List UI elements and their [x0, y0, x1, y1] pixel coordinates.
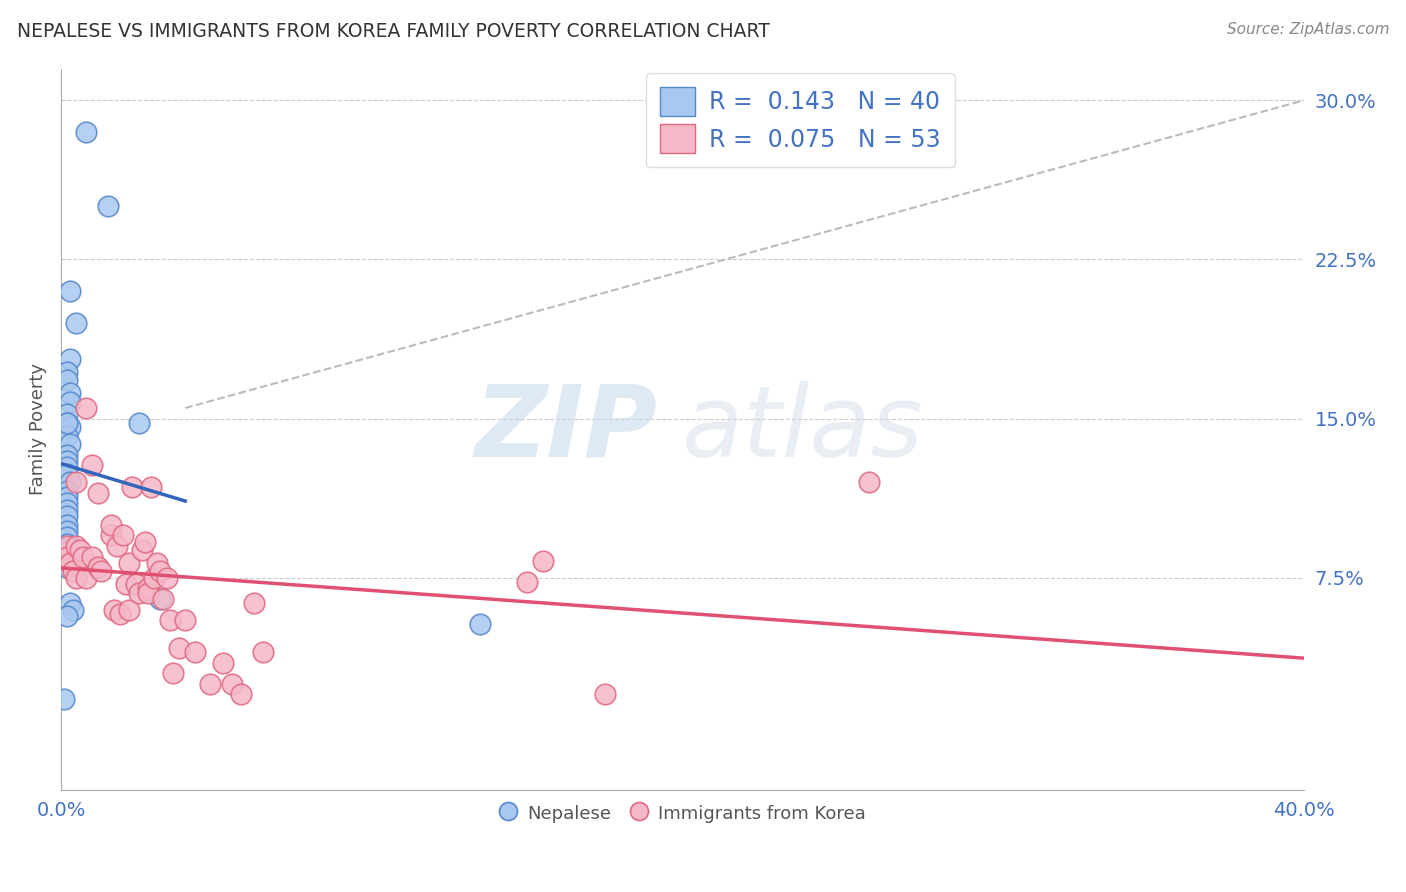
- Point: [152, 591, 174, 606]
- Point: [211, 656, 233, 670]
- Point: [69, 543, 91, 558]
- Point: [128, 416, 150, 430]
- Point: [56, 454, 79, 468]
- Point: [65, 475, 87, 490]
- Point: [56, 517, 79, 532]
- Point: [56, 609, 79, 624]
- Text: NEPALESE VS IMMIGRANTS FROM KOREA FAMILY POVERTY CORRELATION CHART: NEPALESE VS IMMIGRANTS FROM KOREA FAMILY…: [17, 22, 769, 41]
- Point: [56, 549, 79, 564]
- Point: [858, 475, 880, 490]
- Point: [65, 571, 87, 585]
- Point: [100, 528, 122, 542]
- Point: [146, 556, 169, 570]
- Point: [118, 602, 141, 616]
- Point: [56, 537, 79, 551]
- Point: [56, 483, 79, 498]
- Y-axis label: Family Poverty: Family Poverty: [30, 363, 46, 495]
- Point: [59, 352, 82, 367]
- Point: [65, 539, 87, 553]
- Point: [136, 582, 159, 596]
- Point: [252, 645, 274, 659]
- Point: [174, 613, 197, 627]
- Point: [100, 517, 122, 532]
- Point: [59, 394, 82, 409]
- Point: [96, 199, 118, 213]
- Point: [149, 565, 172, 579]
- Point: [112, 528, 135, 542]
- Point: [56, 503, 79, 517]
- Point: [56, 490, 79, 504]
- Point: [59, 556, 82, 570]
- Point: [75, 571, 97, 585]
- Text: Source: ZipAtlas.com: Source: ZipAtlas.com: [1226, 22, 1389, 37]
- Point: [470, 617, 492, 632]
- Point: [242, 596, 264, 610]
- Point: [80, 549, 103, 564]
- Point: [56, 545, 79, 559]
- Point: [531, 554, 554, 568]
- Point: [103, 602, 125, 616]
- Point: [56, 509, 79, 524]
- Point: [131, 543, 153, 558]
- Point: [56, 496, 79, 510]
- Point: [56, 539, 79, 553]
- Point: [231, 688, 253, 702]
- Point: [56, 460, 79, 475]
- Point: [56, 416, 79, 430]
- Point: [59, 596, 82, 610]
- Point: [593, 688, 616, 702]
- Point: [115, 577, 138, 591]
- Point: [87, 560, 110, 574]
- Point: [105, 539, 128, 553]
- Point: [75, 401, 97, 415]
- Point: [56, 408, 79, 422]
- Point: [56, 530, 79, 544]
- Point: [56, 467, 79, 481]
- Point: [56, 373, 79, 387]
- Point: [56, 448, 79, 462]
- Point: [56, 524, 79, 538]
- Point: [62, 565, 84, 579]
- Text: ZIP: ZIP: [474, 381, 658, 478]
- Point: [108, 607, 131, 621]
- Point: [59, 420, 82, 434]
- Point: [59, 285, 82, 299]
- Point: [134, 534, 156, 549]
- Point: [53, 691, 76, 706]
- Point: [149, 591, 172, 606]
- Point: [59, 475, 82, 490]
- Point: [136, 585, 159, 599]
- Legend: Nepalese, Immigrants from Korea: Nepalese, Immigrants from Korea: [488, 791, 877, 835]
- Point: [80, 458, 103, 473]
- Point: [143, 571, 166, 585]
- Point: [155, 571, 177, 585]
- Point: [56, 416, 79, 430]
- Point: [128, 585, 150, 599]
- Point: [59, 437, 82, 451]
- Point: [90, 565, 112, 579]
- Point: [516, 574, 538, 589]
- Point: [139, 479, 162, 493]
- Text: atlas: atlas: [682, 381, 924, 478]
- Point: [87, 486, 110, 500]
- Point: [121, 479, 143, 493]
- Point: [56, 554, 79, 568]
- Point: [59, 386, 82, 401]
- Point: [56, 428, 79, 442]
- Point: [124, 577, 146, 591]
- Point: [198, 677, 221, 691]
- Point: [221, 677, 243, 691]
- Point: [159, 613, 181, 627]
- Point: [62, 602, 84, 616]
- Point: [118, 556, 141, 570]
- Point: [65, 316, 87, 330]
- Point: [167, 640, 190, 655]
- Point: [183, 645, 205, 659]
- Point: [75, 125, 97, 139]
- Point: [162, 666, 184, 681]
- Point: [56, 365, 79, 379]
- Point: [56, 560, 79, 574]
- Point: [56, 541, 79, 555]
- Point: [72, 549, 94, 564]
